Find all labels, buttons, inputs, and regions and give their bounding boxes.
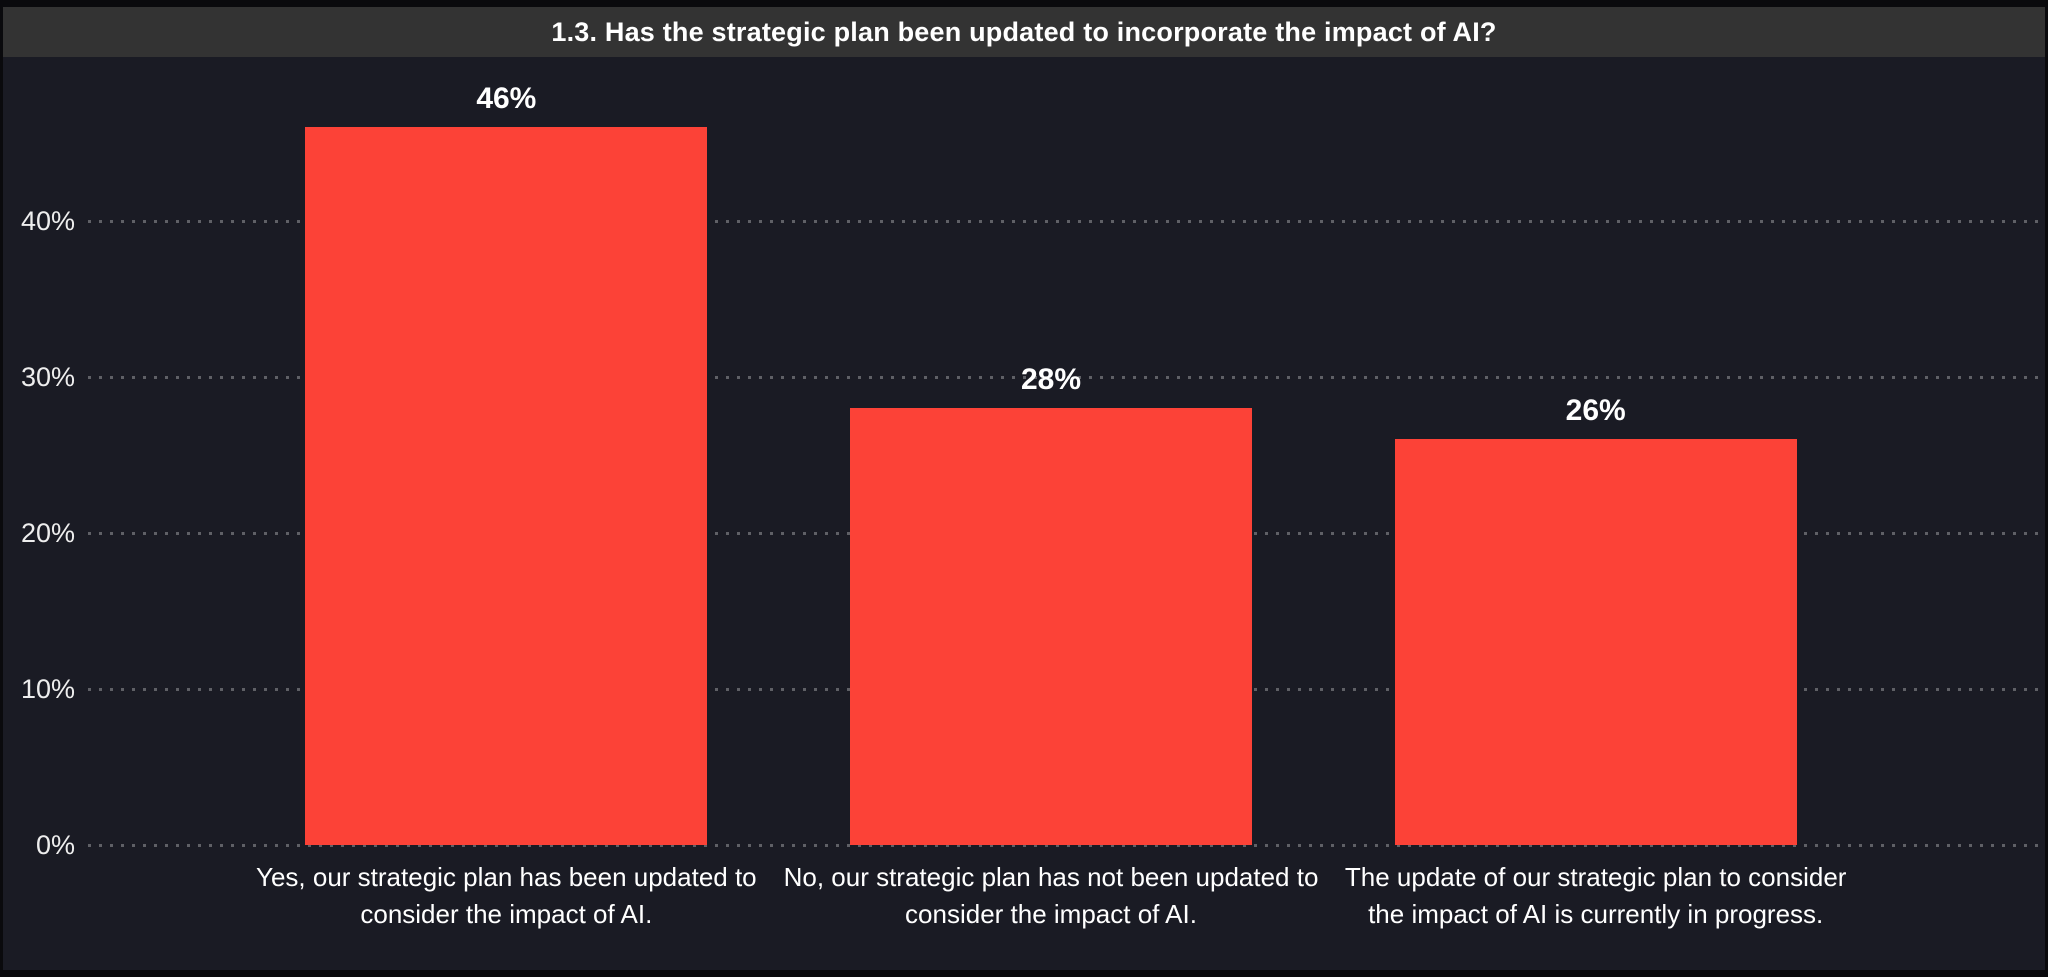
category-label-text: The update of our strategic plan to cons… <box>1344 862 1847 929</box>
y-axis-tick-label: 10% <box>20 674 75 704</box>
chart-title-bar: 1.3. Has the strategic plan been updated… <box>3 7 2045 57</box>
category-label: No, our strategic plan has not been upda… <box>779 859 1324 933</box>
gridline <box>88 220 2045 223</box>
bar[interactable] <box>305 127 708 845</box>
bar-cell: 26% <box>1323 57 1868 845</box>
bar-cell: 28% <box>779 57 1324 845</box>
y-axis-tick-label: 30% <box>20 362 75 392</box>
category-label-text: No, our strategic plan has not been upda… <box>783 862 1319 929</box>
y-axis-tick-label: 20% <box>20 518 75 548</box>
x-axis-labels: Yes, our strategic plan has been updated… <box>234 859 1868 933</box>
bar-value-label: 46% <box>476 82 537 115</box>
chart-window: 1.3. Has the strategic plan been updated… <box>3 7 2045 970</box>
bar-value-label: 28% <box>1020 363 1082 396</box>
plot-area: 0% 10% 20% 30% 40% 46% 28% 26% Yes, our strate… <box>3 57 2045 970</box>
bar[interactable] <box>1394 439 1797 845</box>
y-axis-tick-label: 40% <box>20 206 75 236</box>
category-label: Yes, our strategic plan has been updated… <box>234 859 779 933</box>
bar-value-label: 26% <box>1565 394 1626 427</box>
category-label-text: Yes, our strategic plan has been updated… <box>256 862 757 929</box>
y-axis-tick-label: 0% <box>35 830 75 860</box>
gridline <box>88 844 2045 847</box>
chart-title: 1.3. Has the strategic plan been updated… <box>551 16 1497 47</box>
bars-row: 46% 28% 26% <box>234 57 1868 845</box>
category-label: The update of our strategic plan to cons… <box>1323 859 1868 933</box>
bar[interactable] <box>850 408 1252 845</box>
gridline <box>88 376 2045 379</box>
bar-cell: 46% <box>234 57 779 845</box>
